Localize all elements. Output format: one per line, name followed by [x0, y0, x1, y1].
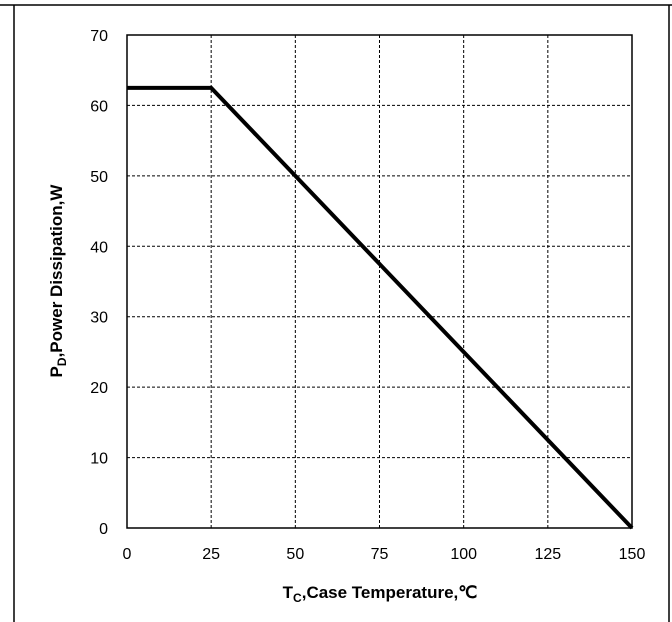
- series-group: [127, 85, 634, 530]
- x-axis-ticks: 0 25 50 75 100 125 150: [123, 546, 646, 563]
- x-tick-label: 75: [371, 546, 389, 563]
- series-line-0: [127, 85, 634, 530]
- x-tick-label: 50: [286, 546, 304, 563]
- y-tick-label: 70: [90, 28, 108, 45]
- x-axis-label: TC,Case Temperature,℃: [283, 583, 478, 605]
- x-tick-label: 25: [202, 546, 220, 563]
- x-tick-label: 0: [123, 546, 132, 563]
- y-tick-label: 40: [90, 239, 108, 256]
- y-axis-label: PD,Power Dissipation,W: [47, 184, 69, 378]
- y-tick-label: 30: [90, 310, 108, 327]
- x-tick-label: 150: [619, 546, 646, 563]
- x-tick-label: 125: [534, 546, 561, 563]
- grid-lines: [127, 35, 632, 528]
- x-tick-label: 100: [450, 546, 477, 563]
- y-tick-label: 50: [90, 169, 108, 186]
- y-axis-ticks: 0 10 20 30 40 50 60 70: [90, 28, 108, 538]
- y-tick-label: 60: [90, 98, 108, 115]
- y-tick-label: 10: [90, 451, 108, 468]
- y-tick-label: 20: [90, 380, 108, 397]
- y-tick-label: 0: [99, 521, 108, 538]
- plot-area-border: [126, 34, 633, 529]
